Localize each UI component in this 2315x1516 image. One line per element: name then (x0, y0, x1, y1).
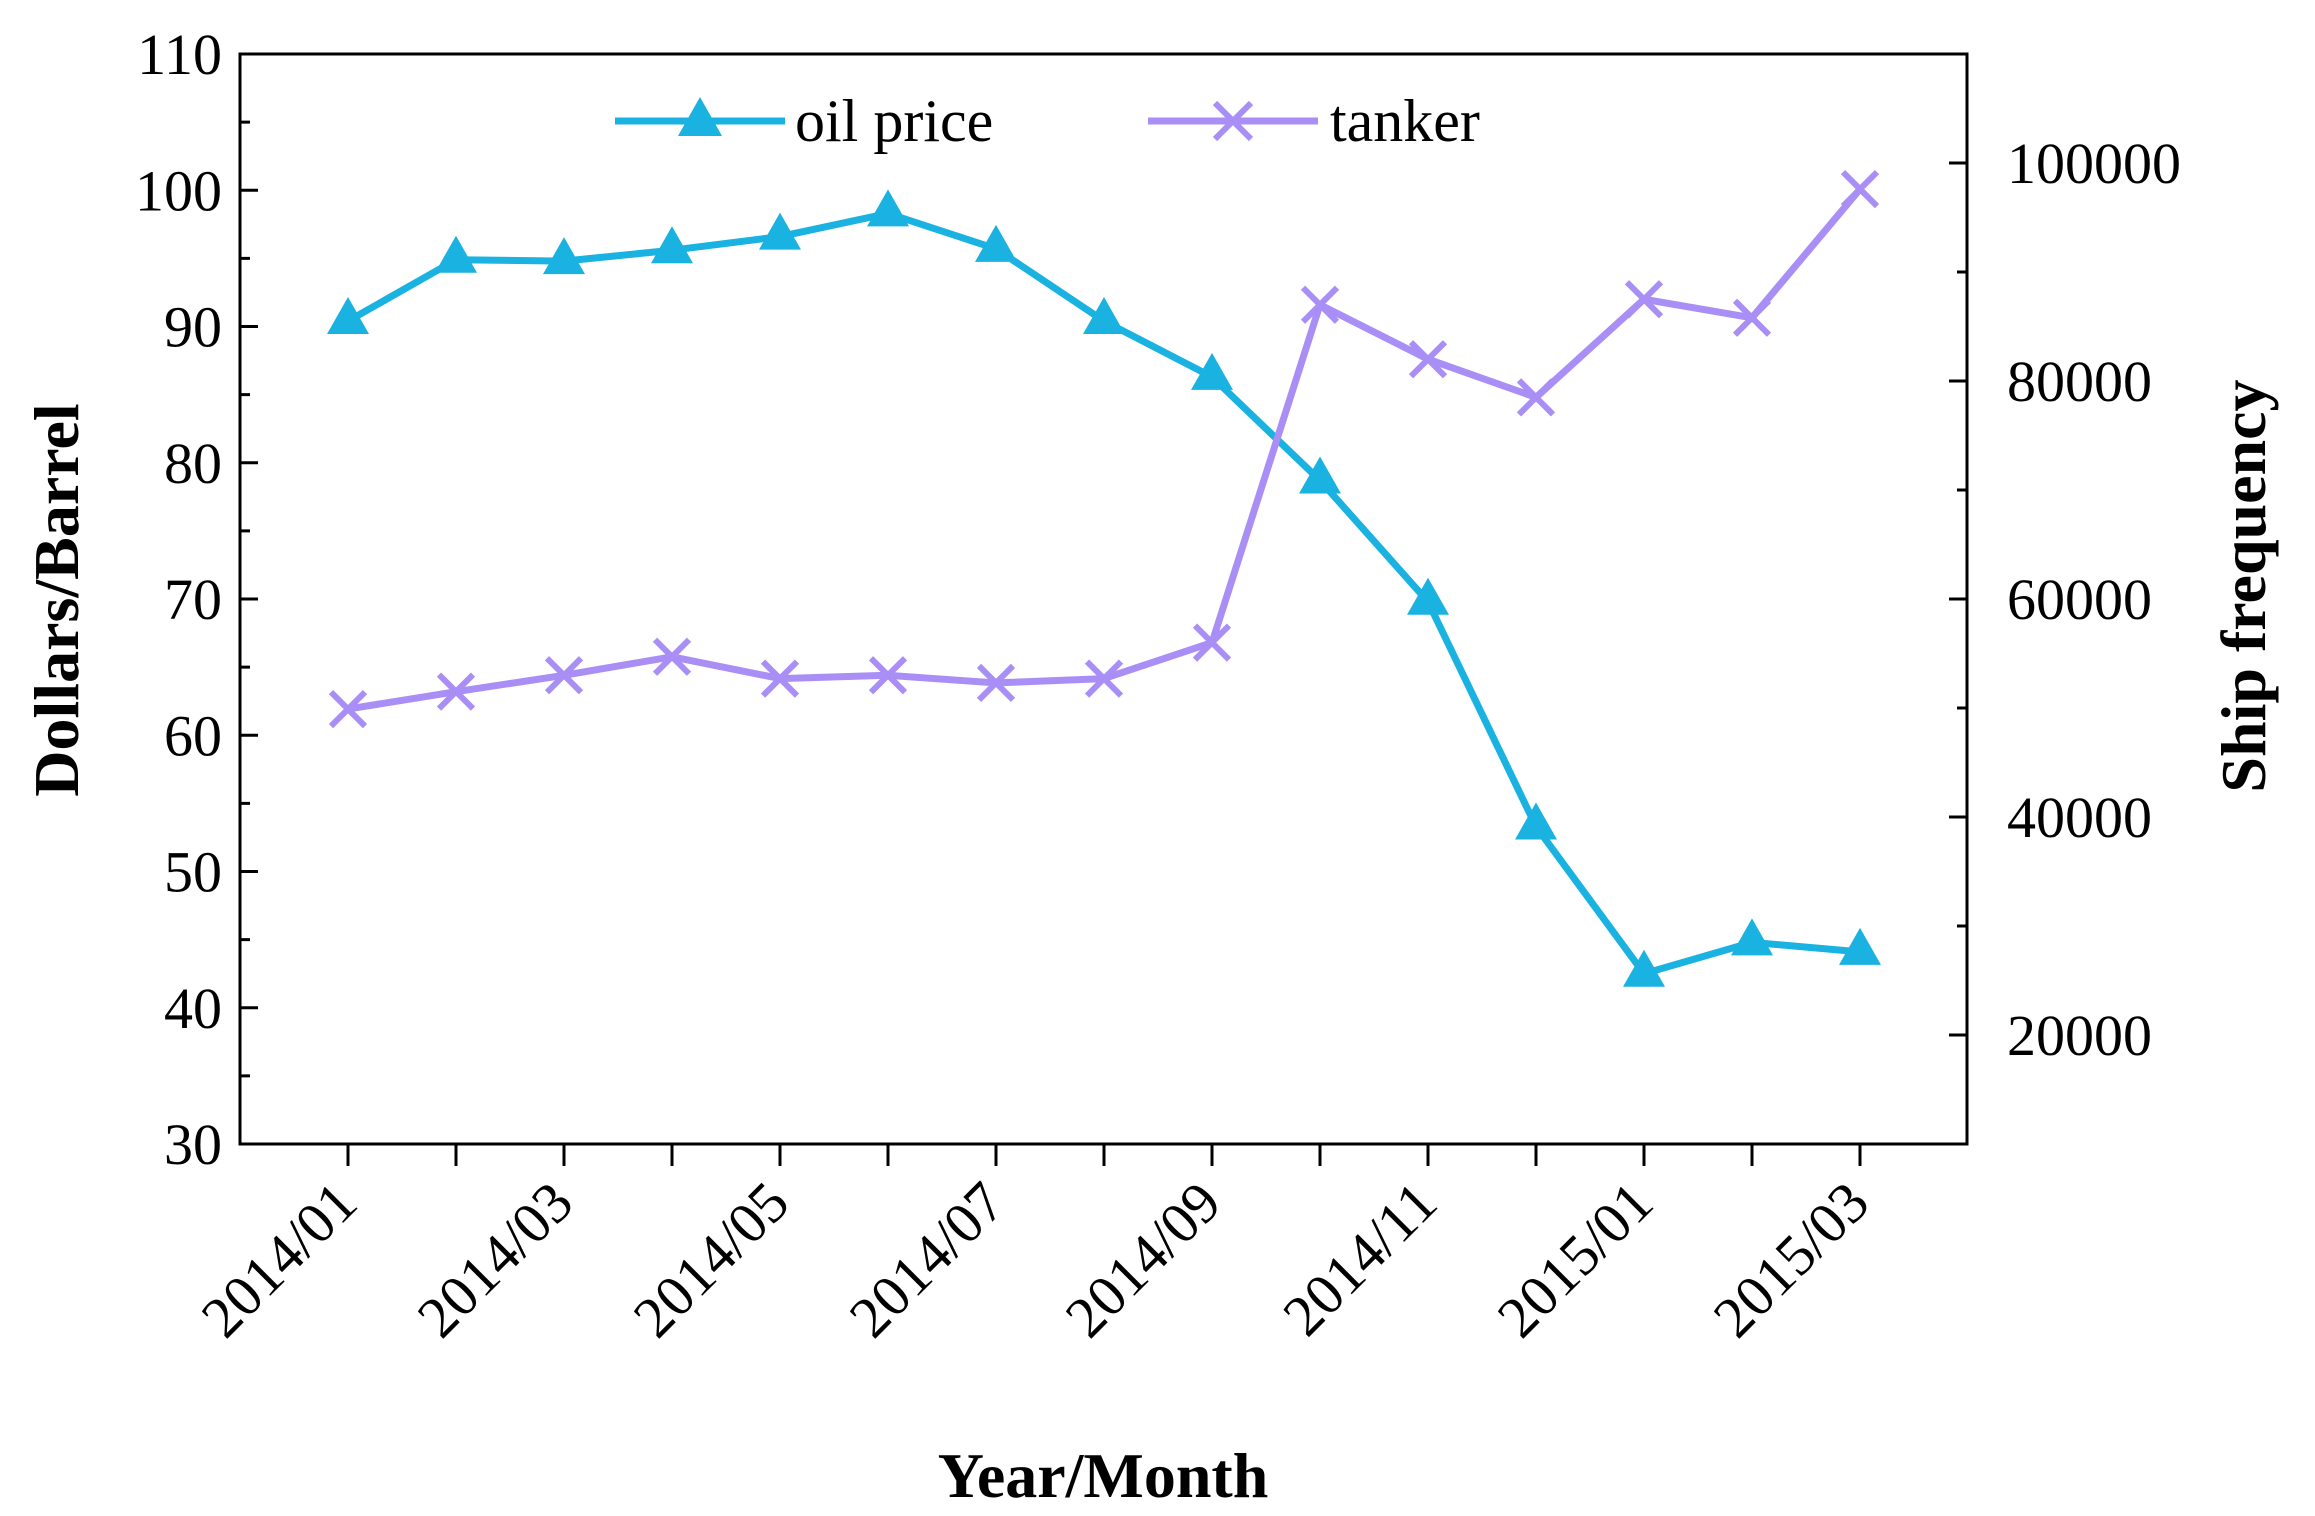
oil-price-point (1731, 918, 1773, 956)
right-y-tick-label: 100000 (2007, 131, 2181, 196)
oil-price-point (1407, 577, 1449, 615)
tanker-point (760, 659, 800, 698)
legend: oil price tanker (615, 88, 1480, 154)
tanker-point (436, 672, 476, 711)
series-oil-price (327, 189, 1881, 987)
tanker-point (652, 637, 692, 676)
right-y-axis-title: Ship frequency (2208, 379, 2279, 792)
tanker-point (1840, 170, 1880, 209)
tanker-point (544, 656, 584, 695)
oil-price-point (435, 235, 477, 273)
tanker-point (976, 663, 1016, 703)
series-layer (327, 170, 1881, 987)
tanker-point (1192, 623, 1232, 662)
series-tanker (328, 170, 1880, 729)
oil-price-point (1623, 949, 1665, 987)
tanker-point (1624, 280, 1664, 319)
oil-price-point (1299, 456, 1341, 494)
tanker-point (1516, 378, 1556, 417)
x-tick-label: 2014/11 (1270, 1169, 1449, 1348)
left-y-tick-label: 60 (164, 703, 222, 768)
oil-price-point (867, 189, 909, 227)
legend-tanker-label: tanker (1330, 88, 1480, 154)
legend-item-tanker: tanker (1148, 88, 1480, 154)
plot-area-frame (238, 52, 1969, 1146)
oil-price-point (759, 212, 801, 250)
x-tick-label: 2014/01 (189, 1169, 369, 1349)
left-y-tick-label: 110 (137, 22, 222, 87)
tanker-point (868, 656, 908, 695)
x-axis: 2014/01 2014/03 2014/05 2014/07 2014/09 2014/… (189, 1144, 1881, 1350)
right-y-tick-label: 40000 (2007, 785, 2152, 850)
left-y-tick-label: 100 (135, 158, 222, 223)
oil-price-point (1839, 927, 1881, 965)
oil-price-point (975, 224, 1017, 262)
legend-tanker-x-icon (1212, 100, 1254, 142)
tanker-point (1732, 298, 1772, 337)
legend-item-oil-price: oil price (615, 88, 993, 154)
left-y-tick-label: 70 (164, 567, 222, 632)
legend-oil-price-label: oil price (795, 88, 993, 154)
oil-price-point (1191, 352, 1233, 390)
right-y-axis: 20000 40000 60000 80000 100000 (1949, 52, 2181, 1146)
oil-price-point (651, 226, 693, 264)
legend-oil-price-triangle-icon (678, 97, 722, 136)
right-y-tick-label: 60000 (2007, 567, 2152, 632)
left-y-tick-label: 40 (164, 976, 222, 1041)
x-tick-label: 2014/07 (837, 1169, 1017, 1349)
x-tick-label: 2014/05 (621, 1169, 801, 1349)
x-tick-label: 2015/03 (1701, 1169, 1881, 1349)
right-y-tick-label: 20000 (2007, 1003, 2152, 1068)
x-tick-label: 2015/01 (1485, 1169, 1665, 1349)
tanker-point (1084, 659, 1124, 698)
left-y-axis: 30 40 50 60 70 80 90 100 110 (135, 22, 258, 1177)
tanker-point (328, 689, 368, 729)
left-y-axis-title: Dollars/Barrel (21, 403, 92, 796)
right-y-tick-label: 80000 (2007, 349, 2152, 414)
tanker-point (1408, 340, 1448, 379)
x-axis-title: Year/Month (938, 1440, 1269, 1511)
tanker-point (1300, 285, 1340, 324)
left-y-tick-label: 50 (164, 840, 222, 905)
oil-price-point (327, 297, 369, 335)
x-tick-label: 2014/09 (1053, 1169, 1233, 1349)
oil-price-point (1083, 297, 1125, 335)
left-y-tick-label: 30 (164, 1112, 222, 1177)
left-y-tick-label: 80 (164, 431, 222, 496)
left-y-tick-label: 90 (164, 295, 222, 360)
oil-price-point (543, 237, 585, 275)
x-tick-label: 2014/03 (405, 1169, 585, 1349)
oil-price-point (1515, 802, 1557, 840)
